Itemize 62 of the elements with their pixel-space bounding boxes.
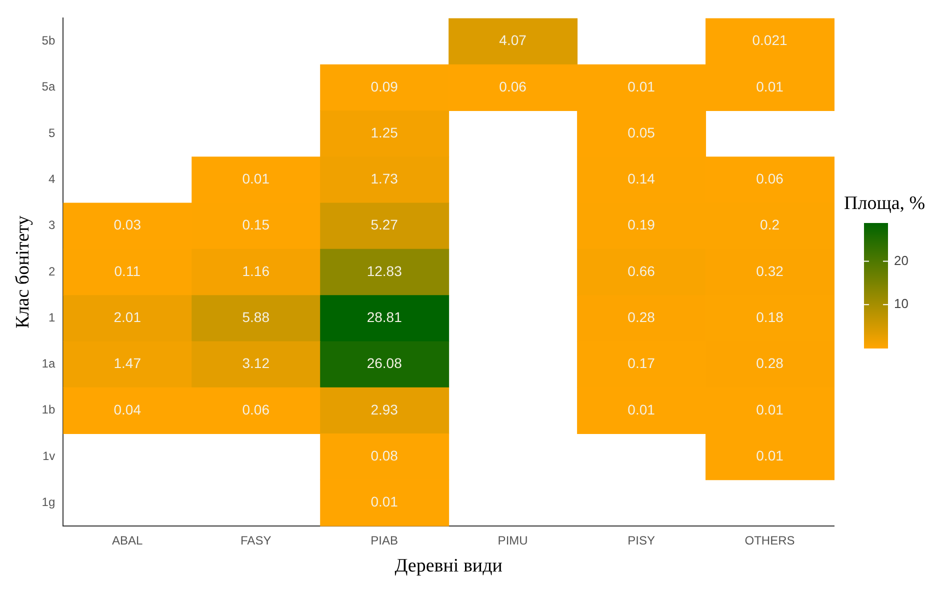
data-label: 0.19 xyxy=(628,216,656,233)
data-label: 1.73 xyxy=(370,170,398,187)
data-label: 12.83 xyxy=(366,262,402,279)
y-tick-label: 1b xyxy=(42,402,56,417)
color-bar-title: Площа, % xyxy=(844,193,926,214)
data-label: 0.06 xyxy=(756,170,784,187)
x-tick-label: PIAB xyxy=(370,533,398,548)
y-tick-label: 5 xyxy=(48,126,56,140)
data-label: 26.08 xyxy=(366,355,402,372)
x-tick-label: OTHERS xyxy=(744,533,795,548)
x-tick-label: PISY xyxy=(628,533,655,548)
data-label: 0.32 xyxy=(756,262,784,279)
data-label: 2.93 xyxy=(370,401,398,418)
color-bar-label: 10 xyxy=(894,296,908,312)
x-tick-label: FASY xyxy=(240,533,272,548)
data-label: 4.07 xyxy=(499,32,527,48)
data-label: 28.81 xyxy=(366,309,402,326)
data-label: 2.01 xyxy=(114,309,142,326)
data-label: 1.47 xyxy=(114,355,142,372)
y-tick-label: 1v xyxy=(42,448,56,463)
data-label: 1.16 xyxy=(242,262,270,279)
data-label: 0.01 xyxy=(756,401,784,418)
data-label: 0.06 xyxy=(242,401,270,418)
data-label: 0.14 xyxy=(628,170,656,187)
data-label: 0.08 xyxy=(370,447,398,464)
y-tick-label: 2 xyxy=(48,264,56,278)
data-label: 0.28 xyxy=(756,355,784,372)
data-label: 0.15 xyxy=(242,216,270,233)
data-label: 0.01 xyxy=(756,78,784,94)
data-label: 0.03 xyxy=(114,216,142,233)
data-label: 0.01 xyxy=(756,447,784,464)
data-label: 0.05 xyxy=(628,124,656,140)
data-label: 0.18 xyxy=(756,309,784,326)
data-label: 0.021 xyxy=(752,32,788,48)
data-label: 0.06 xyxy=(499,78,527,94)
y-tick-label: 1a xyxy=(42,356,56,371)
data-label: 5.88 xyxy=(242,309,270,326)
y-tick-label: 1g xyxy=(42,495,56,510)
data-label: 0.28 xyxy=(628,309,656,326)
data-label: 0.01 xyxy=(370,494,398,510)
y-axis-title: Клас бонітету xyxy=(12,215,34,328)
x-tick-label: ABAL xyxy=(112,533,144,548)
y-tick-label: 3 xyxy=(48,218,56,232)
data-label: 0.17 xyxy=(628,355,656,372)
color-bar-label: 20 xyxy=(894,252,908,268)
data-label: 0.04 xyxy=(114,401,142,418)
y-tick-label: 4 xyxy=(48,172,56,186)
x-axis-title: Деревні види xyxy=(394,556,502,577)
y-tick-label: 5a xyxy=(42,80,56,94)
y-tick-label: 1 xyxy=(48,310,56,324)
data-label: 1.25 xyxy=(370,124,398,140)
data-label: 0.2 xyxy=(760,216,780,233)
data-label: 0.66 xyxy=(628,262,656,279)
y-tick-label: 5b xyxy=(42,34,56,48)
data-label: 0.11 xyxy=(114,262,141,279)
x-tick-label: PIMU xyxy=(498,533,528,548)
data-label: 0.01 xyxy=(242,170,270,187)
data-label: 0.01 xyxy=(628,78,656,94)
data-label: 0.01 xyxy=(628,401,656,418)
data-label: 3.12 xyxy=(242,355,270,372)
data-label: 5.27 xyxy=(370,216,398,233)
data-label: 0.09 xyxy=(370,78,398,94)
